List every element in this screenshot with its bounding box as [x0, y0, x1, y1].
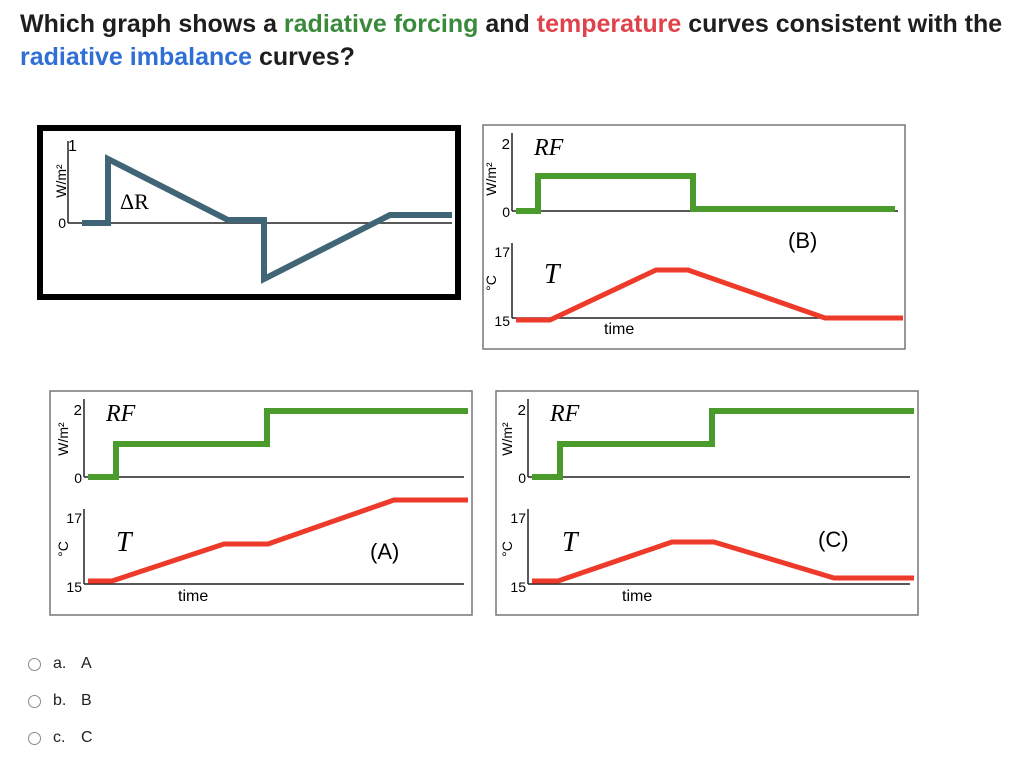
graph-c-t-unit: °C [499, 541, 515, 557]
option-a-letter: a. [53, 655, 67, 672]
question-part-3: curves consistent with the [681, 10, 1003, 38]
question-part-4: curves? [252, 43, 355, 71]
graph-a-rf-tick-2: 2 [74, 402, 82, 419]
graph-c-panel-label: (C) [818, 527, 849, 552]
imbalance-panel: 1 0 W/m² ΔR [37, 125, 461, 300]
graph-a-rf-tick-0: 0 [74, 470, 82, 486]
graph-c-rf-tick-0: 0 [518, 470, 526, 486]
highlight-temperature: temperature [536, 10, 682, 38]
graph-a-t-unit: °C [55, 541, 71, 557]
graph-b-rf-tick-2: 2 [502, 136, 510, 153]
question-text: Which graph shows a radiative forcing an… [20, 8, 1010, 74]
option-a-text: A [81, 655, 92, 672]
graph-a-t-label: T [116, 527, 134, 558]
radio-option-b[interactable] [28, 694, 41, 708]
answer-options: a. A b. B c. C [28, 652, 93, 763]
radio-option-c[interactable] [28, 731, 41, 745]
graph-c-t-tick-17: 17 [510, 510, 526, 526]
graph-b: 2 0 W/m² RF 17 15 °C T time (B) [482, 124, 906, 350]
graph-a: 2 0 W/m² RF 17 15 °C T time (A) [49, 390, 473, 616]
graph-b-t-curve [516, 267, 903, 323]
graph-b-rf-tick-0: 0 [502, 204, 510, 220]
graph-c-t-tick-15: 15 [510, 579, 526, 595]
question-part-2: and [478, 10, 537, 38]
option-c[interactable]: c. C [28, 726, 93, 750]
graph-b-frame [482, 124, 906, 350]
graph-b-t-tick-15: 15 [494, 313, 510, 329]
option-b-text: B [81, 692, 92, 709]
graph-b-time-label: time [604, 321, 634, 338]
graph-a-panel-label: (A) [370, 539, 399, 564]
graph-a-rf-unit: W/m² [55, 422, 71, 456]
graph-a-rf-label: RF [105, 401, 136, 427]
imbalance-tick-1: 1 [68, 138, 77, 155]
graph-a-rf-curve [88, 408, 468, 480]
graph-c-t-curve [532, 539, 914, 584]
imbalance-tick-0: 0 [58, 215, 66, 231]
option-c-text: C [81, 729, 93, 746]
graph-b-rf-curve [516, 173, 895, 214]
graph-c: 2 0 W/m² RF 17 15 °C T time (C) [495, 390, 919, 616]
graph-c-rf-label: RF [549, 401, 580, 427]
option-c-letter: c. [53, 729, 66, 746]
graph-c-time-label: time [622, 588, 652, 605]
graph-b-rf-label: RF [533, 135, 564, 161]
graph-c-rf-tick-2: 2 [518, 402, 526, 419]
option-b[interactable]: b. B [28, 689, 93, 713]
graph-b-panel-label: (B) [788, 228, 817, 253]
graph-b-t-tick-17: 17 [494, 244, 510, 260]
highlight-radiative-imbalance: radiative imbalance [20, 43, 253, 71]
delta-r-label: ΔR [120, 189, 149, 214]
graph-c-rf-unit: W/m² [499, 422, 515, 456]
option-b-letter: b. [53, 692, 67, 709]
graph-b-rf-unit: W/m² [483, 162, 499, 196]
radio-option-a[interactable] [28, 657, 41, 671]
question-figure: 1 0 W/m² ΔR 2 0 W/m² RF 17 15 °C T time … [28, 113, 928, 625]
graph-a-t-tick-15: 15 [66, 579, 82, 595]
highlight-radiative-forcing: radiative forcing [283, 10, 479, 38]
graph-b-t-label: T [544, 259, 562, 290]
imbalance-curve [82, 154, 452, 284]
graph-c-rf-curve [532, 408, 914, 480]
graph-a-t-tick-17: 17 [66, 510, 82, 526]
graph-a-t-curve [88, 497, 468, 584]
graph-a-time-label: time [178, 588, 208, 605]
option-a[interactable]: a. A [28, 652, 93, 676]
graphs-figure: 1 0 W/m² ΔR 2 0 W/m² RF 17 15 °C T time … [28, 113, 928, 625]
graph-c-t-label: T [562, 527, 580, 558]
imbalance-unit-label: W/m² [53, 164, 69, 198]
question-part-1: Which graph shows a [20, 10, 284, 38]
graph-b-t-unit: °C [483, 275, 499, 291]
